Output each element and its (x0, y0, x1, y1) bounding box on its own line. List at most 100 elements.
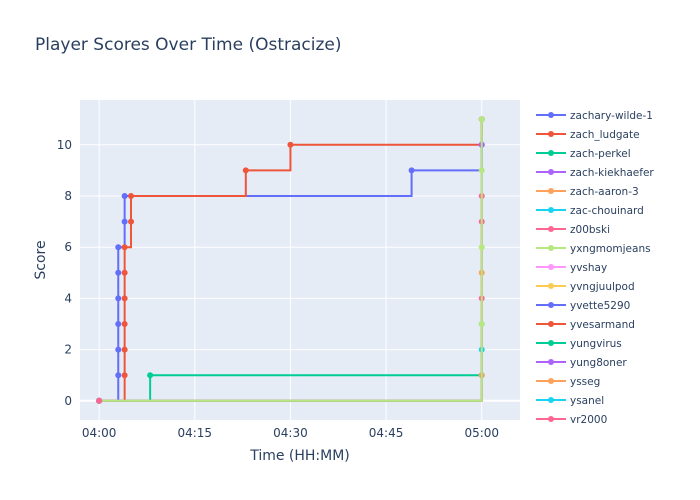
y-axis-title: Score (33, 240, 49, 279)
legend-item[interactable]: yung8oner (536, 357, 627, 369)
legend-item[interactable]: z00bski (536, 224, 610, 236)
legend-label: yvette5290 (570, 300, 630, 312)
legend-label: zachary-wilde-1 (570, 110, 653, 122)
y-tick-label: 4 (64, 291, 72, 305)
data-point[interactable] (128, 218, 135, 225)
series-yr2000 (96, 397, 103, 404)
legend-item[interactable]: yvngjuulpod (536, 281, 635, 293)
legend-swatch-marker (548, 131, 554, 137)
data-point[interactable] (147, 372, 154, 379)
series-line (99, 119, 483, 402)
data-point[interactable] (121, 295, 128, 302)
legend-label: ysanel (570, 395, 604, 407)
legend-label: zach-aaron-3 (570, 186, 639, 198)
legend-item[interactable]: ysseg (536, 376, 600, 388)
legend-swatch-marker (548, 226, 554, 232)
legend-label: z00bski (570, 224, 610, 236)
legend-item[interactable]: yungvirus (536, 338, 622, 350)
data-point[interactable] (121, 321, 128, 327)
legend[interactable]: zachary-wilde-1 zach_ludgate zach-perkel za… (536, 110, 654, 426)
chart-title: Player Scores Over Time (Ostracize) (35, 35, 342, 55)
legend-label: yr2000 (570, 414, 607, 426)
legend-item[interactable]: yxngmomjeans (536, 243, 651, 255)
legend-swatch-marker (548, 112, 554, 118)
legend-item[interactable]: ysanel (536, 395, 604, 407)
legend-label: zach-kiekhaefer (570, 167, 654, 179)
data-point[interactable] (115, 321, 122, 327)
legend-swatch-marker (548, 150, 554, 156)
legend-item[interactable]: zach-perkel (536, 148, 631, 160)
legend-swatch-marker (548, 321, 554, 327)
legend-swatch-marker (548, 188, 554, 194)
legend-label: zach_ludgate (570, 129, 640, 141)
data-point[interactable] (96, 397, 103, 404)
x-tick-label: 04:30 (273, 426, 308, 440)
legend-label: yxngmomjeans (570, 243, 651, 255)
data-point[interactable] (478, 116, 485, 123)
data-point[interactable] (242, 167, 249, 174)
legend-label: zac-chouinard (570, 205, 644, 217)
legend-swatch-marker (548, 302, 554, 308)
y-tick-label: 2 (64, 343, 72, 357)
data-point[interactable] (128, 193, 135, 199)
y-tick-label: 8 (64, 189, 72, 203)
legend-item[interactable]: zachary-wilde-1 (536, 110, 653, 122)
x-axis-title: Time (HH:MM) (249, 448, 350, 464)
y-tick-label: 10 (57, 138, 72, 152)
x-tick-label: 04:15 (177, 426, 212, 440)
legend-label: yvngjuulpod (570, 281, 635, 293)
legend-swatch-marker (548, 378, 554, 384)
legend-swatch-marker (548, 416, 554, 422)
legend-label: yvesarmand (570, 319, 635, 331)
series-layer (96, 116, 485, 404)
legend-swatch-marker (548, 207, 554, 213)
x-tick-label: 04:00 (82, 426, 117, 440)
legend-swatch-marker (548, 264, 554, 270)
legend-label: yungvirus (570, 338, 622, 350)
legend-label: yung8oner (570, 357, 627, 369)
data-point[interactable] (115, 269, 122, 276)
legend-label: yvshay (570, 262, 607, 274)
legend-label: ysseg (570, 376, 600, 388)
y-tick-label: 6 (64, 240, 72, 254)
plot-area (80, 100, 520, 420)
data-point[interactable] (121, 372, 128, 379)
legend-swatch-marker (548, 397, 554, 403)
series-zach_ludgate (96, 116, 485, 404)
legend-item[interactable]: zach_ludgate (536, 129, 640, 141)
series-line (99, 119, 483, 402)
data-point[interactable] (121, 346, 128, 353)
legend-item[interactable]: zach-kiekhaefer (536, 167, 654, 179)
data-point[interactable] (408, 167, 415, 174)
legend-item[interactable]: yvette5290 (536, 300, 630, 312)
data-point[interactable] (287, 141, 294, 148)
tick-labels: 0 2 4 6 8 10 04:00 04:15 04:30 04:45 05:00 (57, 138, 499, 440)
legend-item[interactable]: yvshay (536, 262, 607, 274)
data-point[interactable] (115, 295, 122, 302)
legend-swatch-marker (548, 283, 554, 289)
data-point[interactable] (115, 244, 122, 251)
data-point[interactable] (115, 346, 122, 353)
series-line (99, 119, 483, 402)
legend-item[interactable]: yvesarmand (536, 319, 635, 331)
data-point[interactable] (478, 321, 485, 327)
data-point[interactable] (478, 244, 485, 251)
legend-item[interactable]: yr2000 (536, 414, 607, 426)
data-point[interactable] (115, 372, 122, 379)
data-point[interactable] (121, 193, 128, 199)
x-tick-label: 05:00 (464, 426, 499, 440)
legend-swatch-marker (548, 359, 554, 365)
data-point[interactable] (478, 167, 485, 174)
data-point[interactable] (121, 218, 128, 225)
data-point[interactable] (121, 269, 128, 276)
legend-swatch-marker (548, 245, 554, 251)
legend-item[interactable]: zac-chouinard (536, 205, 644, 217)
x-tick-label: 04:45 (369, 426, 404, 440)
y-tick-label: 0 (64, 394, 72, 408)
legend-label: zach-perkel (570, 148, 631, 160)
legend-swatch-marker (548, 340, 554, 346)
data-point[interactable] (121, 244, 128, 251)
legend-item[interactable]: zach-aaron-3 (536, 186, 639, 198)
legend-swatch-marker (548, 169, 554, 175)
